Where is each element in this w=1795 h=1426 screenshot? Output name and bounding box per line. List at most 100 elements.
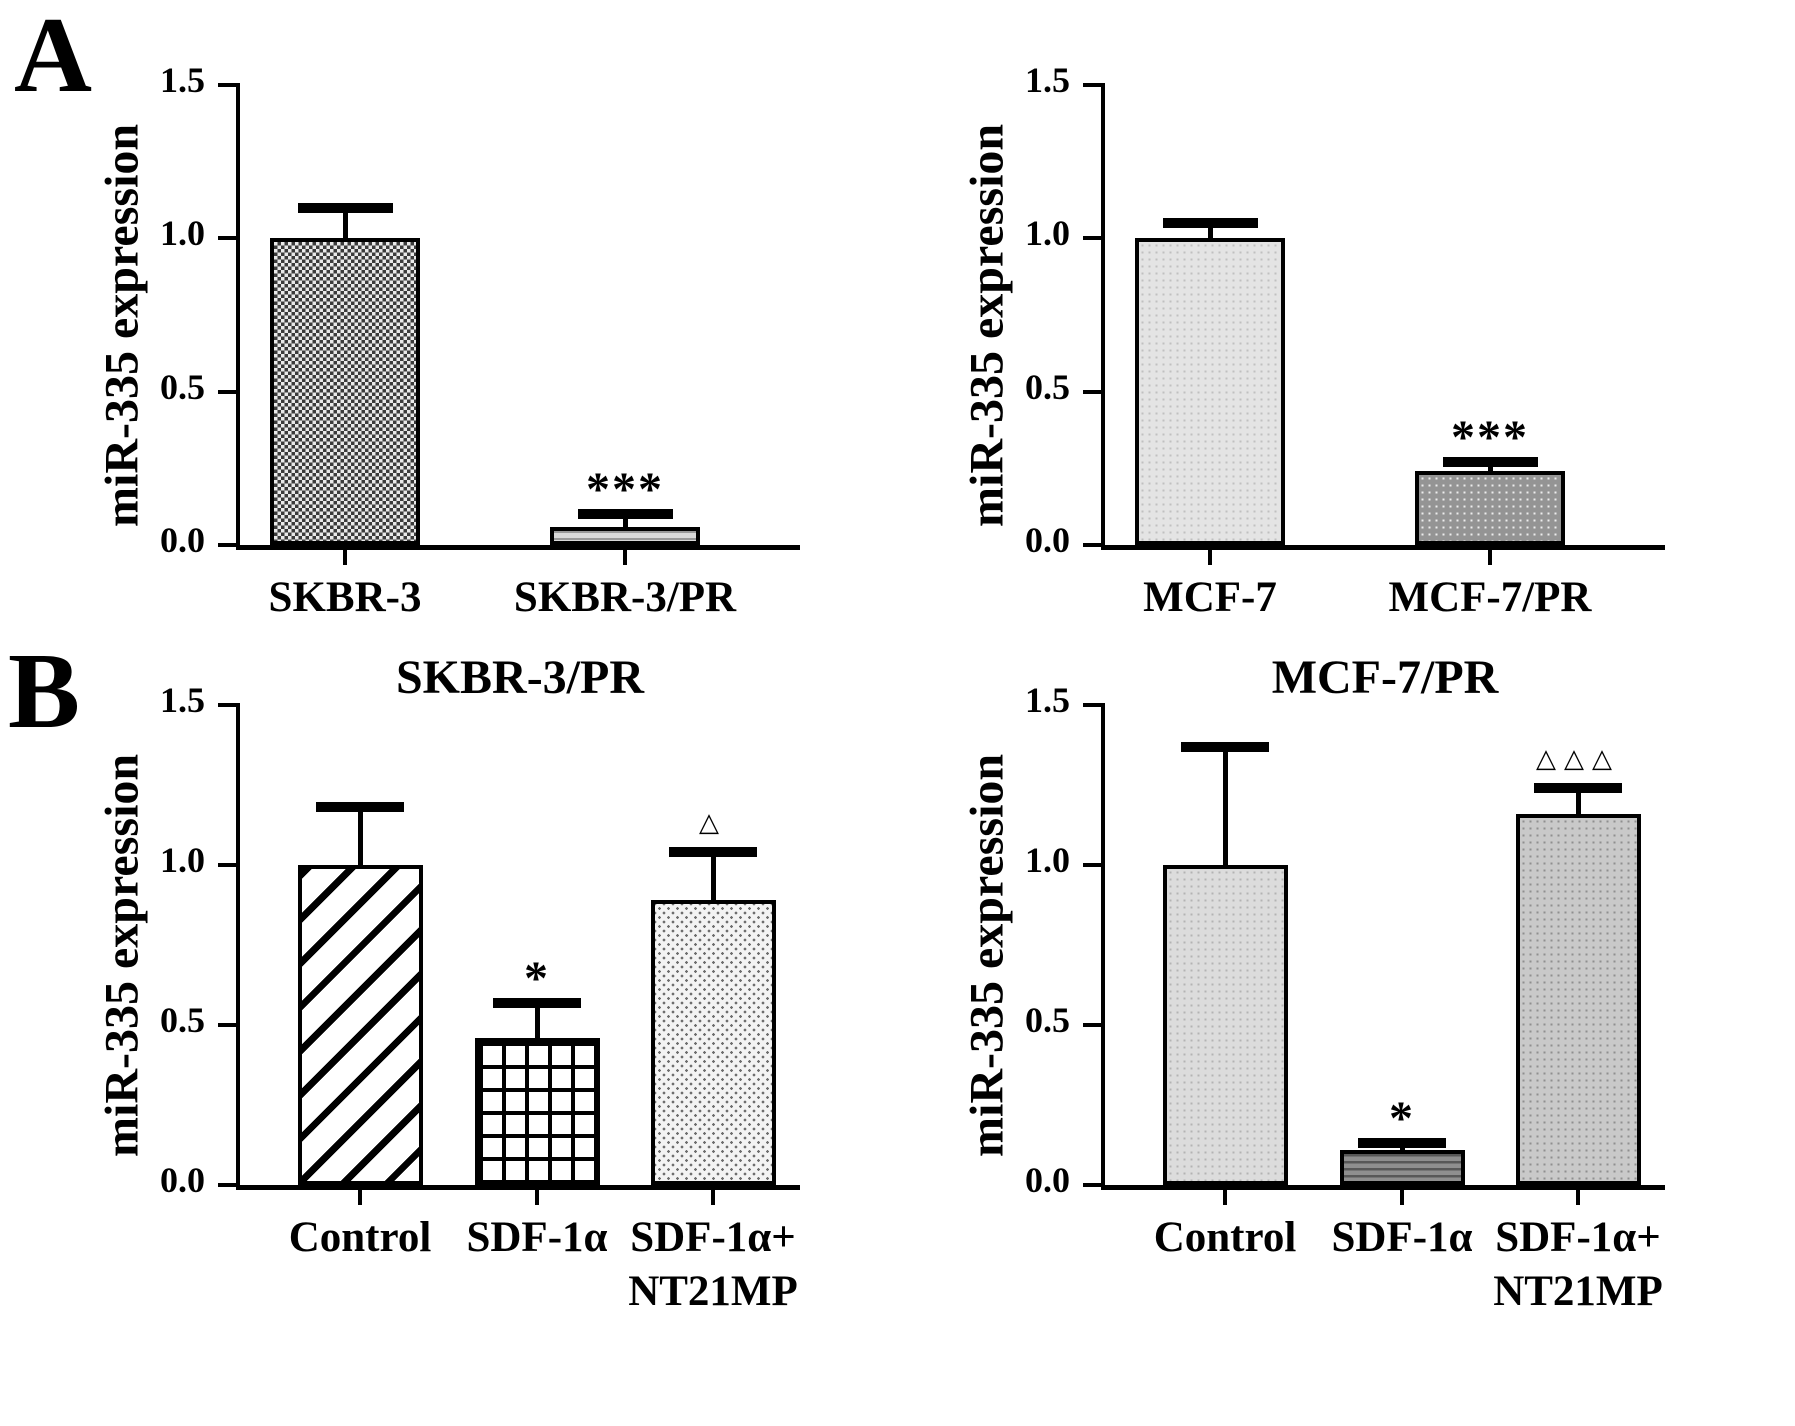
y-tick-label: 1.5 — [160, 60, 205, 100]
y-axis — [1101, 703, 1105, 1190]
x-category-label: MCF-7/PR — [1388, 574, 1592, 621]
significance-marker: *** — [586, 463, 664, 517]
y-tick-label: 1.0 — [1025, 840, 1070, 880]
y-tick-label: 0.0 — [1025, 520, 1070, 560]
error-bar-stem — [342, 207, 348, 243]
bar-Control — [297, 865, 423, 1185]
x-tick — [358, 1190, 362, 1205]
y-tick-label: 0.0 — [1025, 1160, 1070, 1200]
y-tick — [218, 236, 236, 241]
y-tick — [218, 1023, 236, 1027]
y-tick-label: 0.5 — [1025, 366, 1070, 407]
y-tick — [1083, 1023, 1101, 1027]
error-bar-cap — [1534, 783, 1622, 794]
y-axis — [236, 703, 240, 1190]
x-axis — [1101, 1185, 1665, 1190]
error-bar-cap — [1181, 741, 1269, 752]
x-category-label: SDF-1α — [1331, 1214, 1473, 1261]
y-tick — [1083, 236, 1101, 241]
panel-a-letter: A — [14, 0, 92, 115]
x-category-label: Control — [1153, 1214, 1297, 1261]
y-axis — [236, 83, 240, 550]
x-category-label: SDF-1α+ NT21MP — [628, 1214, 798, 1315]
error-bar-stem — [710, 852, 716, 905]
y-tick-label: 1.0 — [160, 840, 205, 880]
x-category-label: MCF-7 — [1143, 574, 1277, 621]
y-axis-label: miR-335 expression — [960, 123, 1014, 527]
bar-SDF-1α+NT21MP — [1515, 813, 1641, 1185]
y-tick — [218, 83, 236, 87]
panel-b-letter: B — [8, 632, 81, 751]
error-bar-stem — [1207, 223, 1213, 243]
x-tick — [623, 550, 627, 565]
y-axis-label: miR-335 expression — [95, 123, 149, 527]
y-tick — [218, 543, 236, 547]
x-category-label: Control — [288, 1214, 432, 1261]
x-axis — [236, 1185, 800, 1190]
x-axis — [236, 545, 800, 550]
y-tick-label: 1.5 — [1025, 60, 1070, 100]
error-bar-cap — [297, 202, 393, 213]
bar-SDF-1α — [474, 1037, 600, 1185]
bar-MCF-7/PR — [1415, 471, 1565, 545]
x-tick — [1576, 1190, 1580, 1205]
y-tick-label: 1.5 — [1025, 680, 1070, 720]
error-bar-stem — [534, 1002, 540, 1042]
x-tick — [343, 550, 347, 565]
y-tick — [1083, 863, 1101, 867]
x-axis — [1101, 545, 1665, 550]
significance-marker: * — [524, 951, 550, 1005]
chart-mir335-skbr3pr-treatments: SKBR-3/PR miR-335 expression 0.0 0.5 1.0 1.5 C… — [60, 650, 890, 1420]
error-bar-stem — [1222, 746, 1228, 869]
significance-marker: △△△ — [1536, 744, 1620, 774]
chart-title: MCF-7/PR — [1271, 651, 1499, 704]
y-tick — [1083, 543, 1101, 547]
error-bar-cap — [1162, 218, 1258, 228]
y-tick-label: 0.0 — [160, 520, 205, 560]
error-bar-cap — [316, 802, 404, 813]
significance-marker: *** — [1451, 411, 1529, 465]
error-bar-cap — [577, 509, 673, 520]
bar-SDF-1α — [1339, 1149, 1465, 1185]
error-bar-cap — [669, 847, 757, 858]
chart-mir335-skbr3-vs-skbr3pr: miR-335 expression 0.0 0.5 1.0 1.5 SKBR-3 *** S… — [60, 40, 890, 640]
y-axis-label: miR-335 expression — [95, 753, 149, 1157]
chart-mir335-mcf7-vs-mcf7pr: miR-335 expression 0.0 0.5 1.0 1.5 MCF-7 *** MC… — [925, 40, 1755, 640]
bar-Control — [1162, 865, 1288, 1185]
y-tick — [218, 389, 236, 394]
y-tick-label: 1.0 — [1025, 213, 1070, 254]
x-tick — [711, 1190, 715, 1205]
x-tick — [1488, 550, 1492, 565]
y-axis — [1101, 83, 1105, 550]
significance-marker: △ — [699, 808, 727, 838]
y-tick-label: 0.5 — [160, 1000, 205, 1040]
y-tick-label: 1.0 — [160, 213, 205, 254]
y-tick — [1083, 703, 1101, 707]
bar-SDF-1α+NT21MP — [650, 900, 776, 1185]
y-tick — [218, 703, 236, 707]
error-bar-stem — [622, 514, 628, 531]
x-tick — [535, 1190, 539, 1205]
x-category-label: SKBR-3 — [268, 574, 422, 621]
y-tick-label: 0.5 — [160, 366, 205, 407]
bar-MCF-7 — [1135, 238, 1285, 545]
x-category-label: SDF-1α — [466, 1214, 608, 1261]
y-tick-label: 0.0 — [160, 1160, 205, 1200]
error-bar-cap — [1358, 1138, 1446, 1149]
x-tick — [1223, 1190, 1227, 1205]
error-bar-cap — [493, 997, 581, 1008]
y-tick — [218, 1183, 236, 1187]
y-tick-label: 0.5 — [1025, 1000, 1070, 1040]
y-tick — [218, 863, 236, 867]
y-tick — [1083, 83, 1101, 87]
x-category-label: SKBR-3/PR — [513, 574, 737, 621]
error-bar-stem — [357, 807, 363, 869]
y-tick — [1083, 389, 1101, 394]
error-bar-stem — [1575, 788, 1581, 818]
chart-mir335-mcf7pr-treatments: MCF-7/PR miR-335 expression 0.0 0.5 1.0 1.5 Co… — [925, 650, 1755, 1420]
y-tick-label: 1.5 — [160, 680, 205, 720]
error-bar-stem — [1487, 462, 1493, 476]
chart-title: SKBR-3/PR — [395, 651, 644, 704]
y-tick — [1083, 1183, 1101, 1187]
